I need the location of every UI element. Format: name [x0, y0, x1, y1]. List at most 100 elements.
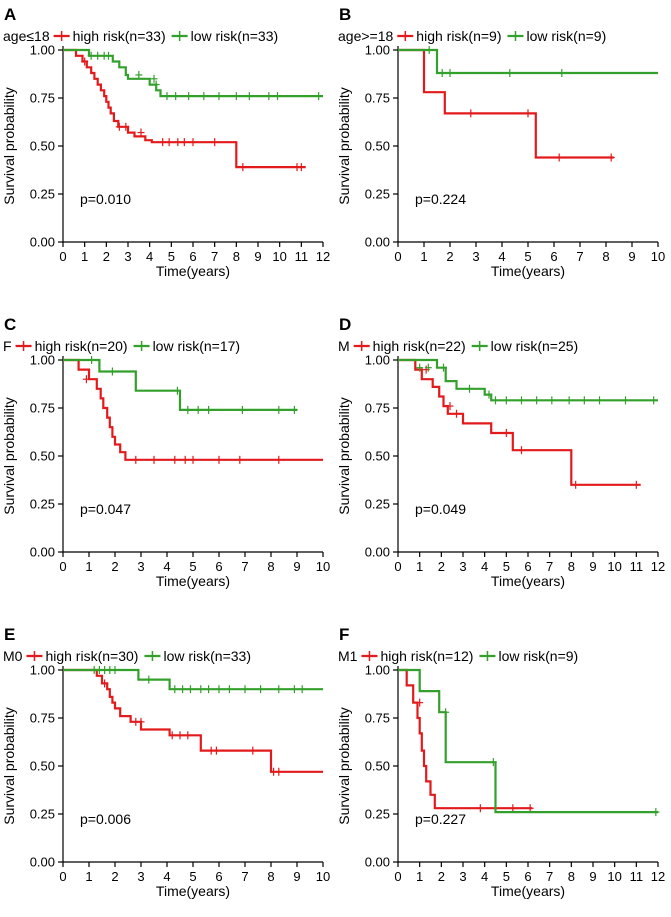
censor-mark-low-risk: [225, 685, 233, 694]
strata-label: M1: [338, 648, 358, 664]
x-axis-title: Time(years): [156, 263, 230, 279]
x-tick-label: 11: [630, 559, 644, 574]
censor-mark-low-risk: [205, 405, 213, 414]
censor-mark-low-risk: [558, 69, 566, 78]
strata-label: M: [338, 338, 350, 354]
censor-mark-high-risk: [159, 138, 167, 147]
y-tick-label: 0.00: [365, 545, 390, 560]
x-tick-label: 4: [163, 869, 170, 884]
y-tick-label: 0.50: [365, 139, 390, 154]
y-tick-label: 0.75: [30, 711, 55, 726]
x-tick-label: 9: [293, 869, 300, 884]
x-tick-label: 1: [420, 249, 427, 264]
censor-mark-low-risk: [416, 363, 424, 372]
y-tick-label: 0.00: [365, 855, 390, 870]
x-axis-title: Time(years): [491, 573, 565, 589]
p-value: p=0.224: [415, 191, 466, 207]
censor-mark-low-risk: [135, 70, 143, 79]
x-tick-label: 2: [446, 249, 453, 264]
censor-mark-high-risk: [176, 731, 184, 740]
censor-mark-low-risk: [150, 74, 158, 83]
y-tick-label: 0.75: [30, 91, 55, 106]
censor-mark-low-risk: [565, 396, 573, 405]
censor-mark-low-risk: [163, 92, 171, 101]
x-tick-label: 2: [438, 869, 445, 884]
x-tick-label: 9: [293, 559, 300, 574]
x-tick-label: 1: [85, 559, 92, 574]
strata-label: F: [3, 338, 12, 354]
x-tick-label: 5: [503, 869, 510, 884]
curve-low-risk: [63, 358, 297, 411]
legend-label-high-risk: high risk(n=12): [380, 648, 473, 664]
censor-mark-low-risk: [173, 386, 181, 395]
y-axis-title: Survival probability: [1, 707, 17, 825]
strata-label: M0: [3, 648, 23, 664]
x-tick-label: 0: [59, 869, 66, 884]
x-tick-label: 12: [651, 559, 665, 574]
x-tick-label: 6: [550, 249, 557, 264]
censor-mark-low-risk: [438, 69, 446, 78]
y-tick-label: 0.75: [365, 401, 390, 416]
legend-label-low-risk: low risk(n=17): [153, 338, 241, 354]
censor-mark-high-risk: [518, 446, 525, 455]
y-axis-title: Survival probability: [336, 707, 352, 825]
curve-low-risk: [398, 48, 658, 75]
censor-mark-low-risk: [152, 80, 160, 89]
x-tick-label: 12: [316, 249, 330, 264]
censor-mark-high-risk: [174, 138, 182, 147]
legend-label-high-risk: high risk(n=30): [45, 648, 138, 664]
censor-mark-low-risk: [197, 685, 205, 694]
censor-mark-low-risk: [200, 92, 208, 101]
p-value: p=0.049: [415, 501, 466, 517]
censor-mark-high-risk: [81, 57, 89, 66]
x-tick-label: 3: [137, 869, 144, 884]
censor-mark-high-risk: [215, 455, 223, 464]
x-tick-label: 12: [651, 869, 665, 884]
y-tick-label: 1.00: [365, 663, 390, 678]
y-axis-title: Survival probability: [1, 87, 17, 205]
x-tick-label: 10: [316, 559, 330, 574]
censor-mark-high-risk: [165, 138, 173, 147]
x-tick-label: 0: [394, 559, 401, 574]
censor-mark-low-risk: [171, 685, 179, 694]
censor-mark-high-risk: [446, 402, 454, 411]
panel-letter: F: [339, 625, 349, 644]
x-tick-label: 6: [524, 869, 531, 884]
censor-mark-high-risk: [180, 138, 188, 147]
censor-mark-low-risk: [298, 685, 306, 694]
x-tick-label: 8: [267, 869, 274, 884]
y-axis-title: Survival probability: [336, 87, 352, 205]
x-tick-label: 8: [568, 559, 575, 574]
x-tick-label: 4: [146, 249, 153, 264]
censor-mark-low-risk: [548, 396, 556, 405]
y-tick-label: 0.50: [365, 759, 390, 774]
censor-mark-high-risk: [416, 698, 424, 707]
censor-mark-low-risk: [265, 92, 273, 101]
x-tick-label: 8: [233, 249, 240, 264]
censor-mark-high-risk: [275, 767, 283, 776]
censor-mark-high-risk: [211, 138, 219, 147]
censor-mark-high-risk: [275, 455, 283, 464]
x-tick-label: 7: [241, 559, 248, 574]
censor-mark-high-risk: [132, 455, 140, 464]
censor-mark-low-risk: [446, 69, 454, 78]
censor-mark-high-risk: [82, 375, 90, 384]
censor-mark-high-risk: [168, 731, 176, 740]
censor-mark-low-risk: [241, 685, 249, 694]
y-tick-label: 0.00: [365, 235, 390, 250]
x-tick-label: 8: [267, 559, 274, 574]
legend-label-low-risk: low risk(n=25): [491, 338, 579, 354]
legend-key-low-risk: [471, 341, 488, 351]
strata-label: age≤18: [3, 28, 50, 44]
y-tick-label: 0.50: [30, 139, 55, 154]
censor-mark-low-risk: [622, 396, 629, 405]
censor-mark-low-risk: [489, 758, 497, 767]
censor-mark-high-risk: [467, 109, 475, 118]
censor-mark-low-risk: [245, 92, 253, 101]
x-tick-label: 4: [163, 559, 170, 574]
legend-label-low-risk: low risk(n=9): [527, 28, 607, 44]
legend-label-low-risk: low risk(n=33): [163, 648, 251, 664]
censor-mark-low-risk: [580, 396, 588, 405]
legend-key-high-risk: [353, 341, 370, 351]
